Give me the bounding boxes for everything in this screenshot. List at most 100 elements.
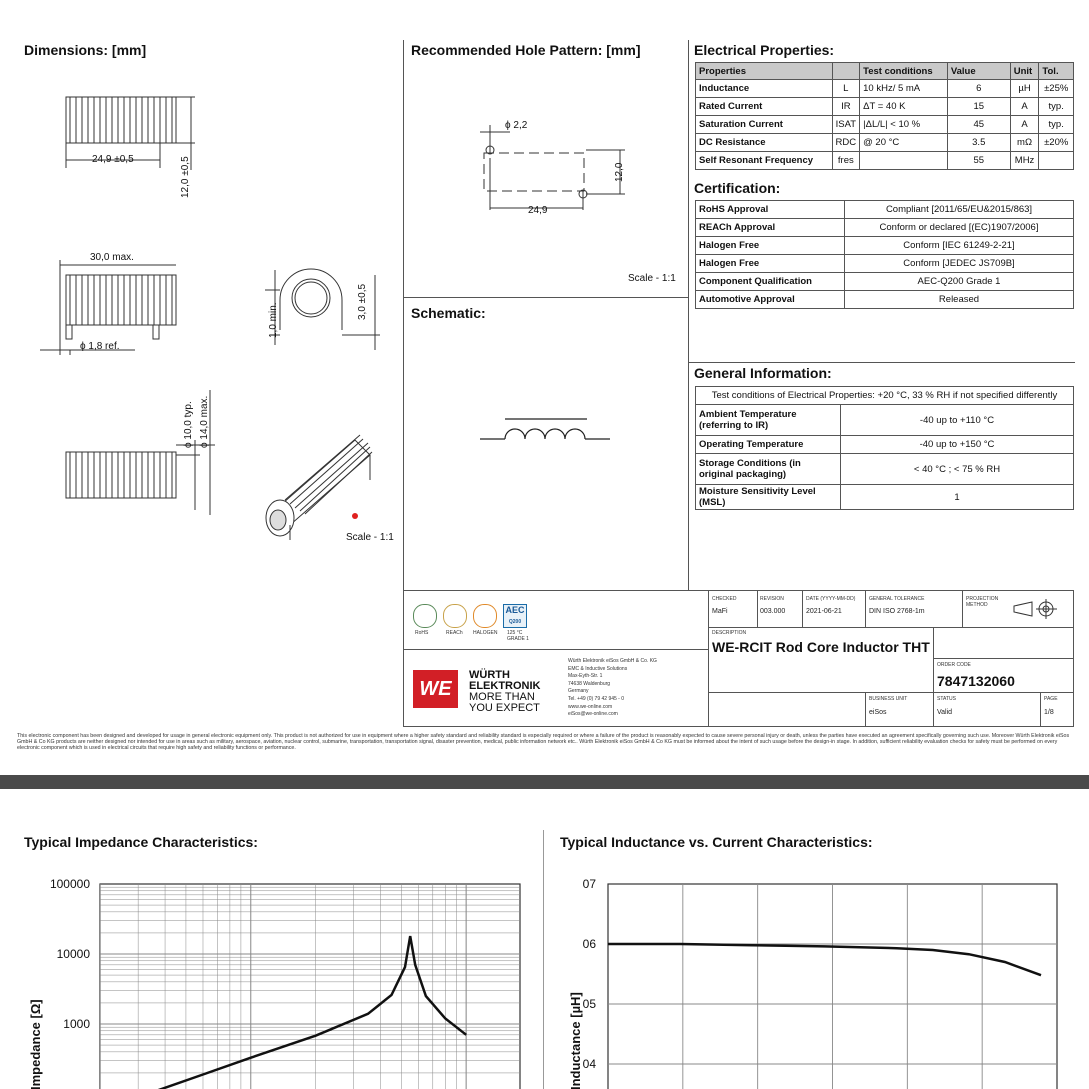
general-name: Moisture Sensitivity Level (MSL)	[695, 484, 841, 510]
impedance-series-line	[157, 935, 467, 1089]
property-condition: ΔT = 40 K	[859, 97, 948, 116]
inductance-y-tick: 07	[583, 877, 597, 891]
inductance-chart-title: Typical Inductance vs. Current Character…	[560, 834, 873, 850]
property-unit: A	[1009, 97, 1040, 116]
property-condition: |ΔL/L| < 10 %	[859, 115, 948, 134]
aec-sub-label: Q200	[508, 619, 522, 625]
dim-length-label: 24,9 ±0,5	[92, 154, 134, 165]
property-name: Inductance	[695, 79, 833, 98]
page-divider	[543, 830, 544, 1089]
aec-badge: AEC Q200	[503, 604, 527, 628]
property-name: Rated Current	[695, 97, 833, 116]
we-logo-icon: WE	[413, 670, 458, 708]
address-line: EMC & Inductive Solutions	[568, 665, 628, 672]
property-unit: MHz	[1009, 151, 1040, 170]
cert-name: Halogen Free	[695, 254, 845, 273]
projection-icon	[1013, 599, 1057, 619]
table-row: Inductance L 10 kHz/ 5 mA 6 µH ±25%	[695, 79, 1074, 98]
property-condition: 10 kHz/ 5 mA	[859, 79, 948, 98]
impedance-chart: 100000 10000 1000 Impedance [Ω]	[28, 877, 521, 1089]
address-line: www.we-online.com	[568, 703, 613, 710]
property-unit: µH	[1009, 79, 1040, 98]
dim-core-label: ϕ 10,0 typ.	[183, 401, 194, 448]
property-name: Self Resonant Frequency	[695, 151, 833, 170]
inductor-symbol	[480, 418, 610, 440]
slogan-line: YOU EXPECT	[469, 702, 540, 714]
aec-label: AEC	[505, 605, 525, 615]
business-unit: eiSos	[869, 709, 887, 716]
company-line: WÜRTH	[469, 669, 510, 681]
property-unit: mΩ	[1009, 133, 1040, 152]
company-address: Würth Elektronik eiSos GmbH & Co. KG EMC…	[568, 658, 657, 719]
address-line: Germany	[568, 688, 589, 695]
general-name: Ambient Temperature (referring to IR)	[695, 404, 841, 436]
table-row: Saturation Current ISAT |ΔL/L| < 10 % 45…	[695, 115, 1074, 134]
inductance-series-line	[608, 942, 1042, 977]
page-separator	[0, 775, 1089, 789]
property-symbol: RDC	[831, 133, 861, 152]
cert-value: Released	[844, 290, 1074, 309]
general-value: -40 up to +150 °C	[840, 435, 1074, 454]
cert-value: Conform [IEC 61249-2-21]	[844, 236, 1074, 255]
cert-value: Conform or declared [(EC)1907/2006]	[844, 218, 1074, 237]
address-line: Max-Eyth-Str. 1	[568, 673, 603, 680]
property-value: 3.5	[946, 133, 1011, 152]
impedance-chart-title: Typical Impedance Characteristics:	[24, 834, 258, 850]
property-value: 45	[946, 115, 1011, 134]
schematic-title: Schematic:	[411, 305, 486, 321]
general-value: < 40 °C ; < 75 % RH	[840, 453, 1074, 485]
business-unit-label: BUSINESS UNIT	[869, 696, 908, 702]
general-name: Storage Conditions (in original packagin…	[695, 453, 841, 485]
dimensions-title: Dimensions: [mm]	[24, 42, 147, 58]
hole-width-label: 24,9	[528, 205, 548, 216]
property-tolerance: ±25%	[1038, 79, 1074, 98]
page-number: 1/8	[1044, 709, 1054, 716]
frame-divider	[403, 590, 1073, 591]
table-row: Moisture Sensitivity Level (MSL) 1	[695, 484, 1074, 510]
impedance-y-tick: 10000	[57, 947, 91, 961]
property-symbol: ISAT	[831, 115, 861, 134]
address-line: eiSos@we-online.com	[568, 711, 618, 718]
impedance-y-tick: 100000	[50, 877, 90, 891]
tolerance-value: DIN ISO 2768-1m	[869, 608, 925, 615]
status-label: STATUS	[937, 696, 956, 702]
dim-lead-label: 3,0 ±0,5	[357, 283, 368, 320]
property-symbol: IR	[831, 97, 861, 116]
company-slogan: MORE THAN YOU EXPECT	[469, 692, 540, 714]
coil-windings	[69, 97, 173, 143]
table-row: Test conditions of Electrical Properties…	[695, 386, 1074, 405]
cert-value: Compliant [2011/65/EU&2015/863]	[844, 200, 1074, 219]
property-condition	[859, 151, 948, 170]
table-row: REACh Approval Conform or declared [(EC)1…	[695, 218, 1074, 237]
order-code-label: ORDER CODE	[937, 662, 971, 668]
general-note: Test conditions of Electrical Properties…	[695, 386, 1074, 405]
table-row: Component Qualification AEC-Q200 Grade 1	[695, 272, 1074, 291]
tolerance-label: GENERAL TOLERANCE	[869, 596, 925, 602]
cert-name: Component Qualification	[695, 272, 845, 291]
certification-table: RoHS Approval Compliant [2011/65/EU&2015/…	[695, 200, 1074, 309]
impedance-y-axis-label: Impedance [Ω]	[28, 999, 43, 1089]
address-line: Würth Elektronik eiSos GmbH & Co. KG	[568, 658, 657, 664]
frame-divider	[403, 726, 1074, 727]
rohs-icon	[413, 604, 437, 628]
hole-height-label: 12,0	[614, 162, 625, 182]
slogan-line: MORE THAN	[469, 691, 535, 703]
general-title: General Information:	[694, 365, 832, 381]
dim-outer-label: ϕ 14,0 max.	[199, 395, 210, 448]
product-description: WE-RCIT Rod Core Inductor THT	[712, 639, 930, 655]
date-value: 2021-06-21	[806, 608, 842, 615]
hole-pattern-drawing	[480, 125, 625, 210]
company-name: WÜRTH ELEKTRONIK	[469, 670, 541, 692]
description-label: DESCRIPTION	[712, 630, 747, 636]
dimension-drawing	[40, 96, 380, 540]
marker-dot	[352, 513, 358, 519]
frame-divider	[688, 362, 1075, 363]
header-tolerance: Tol.	[1038, 62, 1074, 80]
dim-pin-label: ϕ 1,8 ref.	[80, 341, 120, 352]
reach-label: REACh	[446, 630, 463, 636]
table-row: Storage Conditions (in original packagin…	[695, 453, 1074, 485]
property-name: DC Resistance	[695, 133, 833, 152]
general-value: -40 up to +110 °C	[840, 404, 1074, 436]
cert-value: Conform [JEDEC JS709B]	[844, 254, 1074, 273]
dimensions-scale: Scale - 1:1	[346, 532, 394, 543]
